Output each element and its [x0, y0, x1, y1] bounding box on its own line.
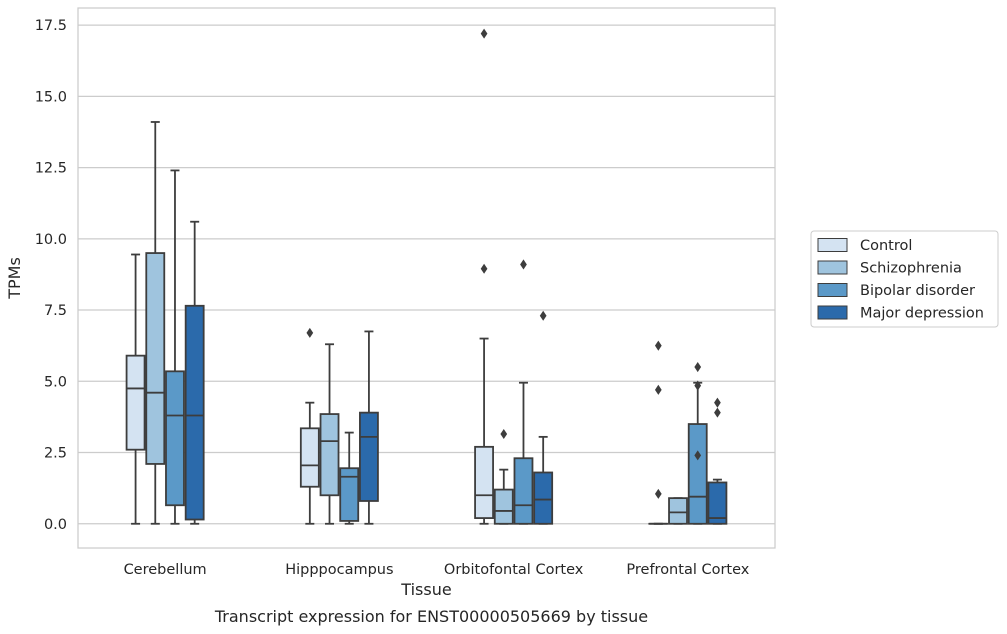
y-tick-label: 2.5 — [44, 446, 67, 462]
legend-swatch — [817, 305, 848, 320]
y-tick-label: 0.0 — [44, 517, 67, 533]
box-major-depression — [359, 330, 379, 525]
y-tick-label: 15.0 — [35, 89, 67, 105]
outlier-point — [694, 380, 702, 391]
box-major-depression — [707, 397, 728, 525]
x-tick-labels: Cerebellum Hipppocampus Orbitofontal Corte… — [124, 562, 750, 578]
legend-swatch — [817, 260, 848, 275]
box-schizophrenia — [319, 343, 340, 525]
box-iqr — [474, 445, 494, 519]
box-iqr — [319, 413, 340, 497]
x-axis-label: Tissue — [400, 580, 451, 599]
outlier-point — [654, 340, 662, 351]
box-iqr — [493, 488, 514, 525]
outlier-point — [500, 428, 508, 440]
y-tick-labels: 0.0 2.5 5.0 7.5 10.0 12.5 15.0 17.5 — [35, 18, 67, 533]
outlier-point — [714, 397, 721, 408]
legend-item: Bipolar disorder — [817, 283, 975, 299]
outlier-point — [694, 450, 702, 461]
box-iqr — [184, 304, 205, 521]
legend-label: Schizophrenia — [860, 261, 962, 277]
outlier-point — [654, 384, 662, 395]
legend-label: Control — [860, 238, 912, 254]
box-bipolar-disorder — [687, 362, 708, 525]
box-iqr — [165, 370, 185, 507]
x-tick-label: Cerebellum — [124, 562, 207, 578]
box-iqr — [299, 427, 320, 488]
outlier-point — [520, 259, 527, 270]
y-tick-label: 7.5 — [44, 303, 67, 319]
outlier-point — [694, 362, 702, 373]
x-tick-label: Orbitofontal Cortex — [444, 562, 584, 578]
legend-swatch — [817, 238, 848, 252]
box-control — [299, 327, 320, 525]
box-iqr — [359, 411, 379, 502]
box-iqr — [339, 467, 360, 522]
box-iqr — [125, 354, 146, 451]
outlier-point — [654, 488, 662, 499]
box-control — [125, 253, 146, 525]
outlier-point — [306, 327, 314, 338]
y-tick-label: 5.0 — [44, 374, 67, 390]
box-schizophrenia — [145, 121, 166, 525]
box-iqr — [668, 497, 688, 525]
legend-item: Control — [817, 238, 912, 254]
y-tick-label: 10.0 — [35, 232, 67, 248]
outlier-point — [714, 407, 721, 418]
box-iqr — [513, 457, 534, 525]
figure-caption: Transcript expression for ENST0000050566… — [214, 607, 648, 626]
legend-label: Bipolar disorder — [860, 283, 975, 299]
legend-items: Control Schizophrenia Bipolar disorder Majo… — [817, 238, 984, 322]
box-major-depression — [533, 310, 554, 525]
legend-swatch — [817, 283, 848, 297]
outlier-point — [480, 263, 488, 274]
legend-item: Major depression — [817, 305, 984, 322]
box-control — [474, 28, 494, 525]
outlier-point — [480, 28, 488, 39]
box-iqr — [687, 423, 708, 525]
box-iqr — [533, 471, 554, 525]
x-tick-label: Prefrontal Cortex — [626, 562, 749, 578]
y-tick-label: 17.5 — [35, 18, 67, 34]
box-bipolar-disorder — [339, 431, 360, 525]
box-series-group — [125, 28, 728, 525]
legend-item: Schizophrenia — [817, 260, 962, 277]
legend: Control Schizophrenia Bipolar disorder Majo… — [810, 230, 999, 328]
legend-label: Major depression — [860, 306, 984, 322]
y-axis-label: TPMs — [5, 257, 24, 300]
box-schizophrenia — [668, 497, 688, 525]
box-major-depression — [184, 220, 205, 525]
box-control — [648, 340, 669, 525]
box-iqr — [145, 252, 166, 465]
legend-frame — [810, 230, 999, 328]
y-tick-label: 12.5 — [35, 161, 67, 177]
x-tick-label: Hipppocampus — [285, 562, 393, 578]
box-bipolar-disorder — [165, 169, 185, 525]
plot-area-frame — [77, 7, 776, 549]
box-schizophrenia — [493, 428, 514, 525]
outlier-point — [539, 310, 547, 321]
box-bipolar-disorder — [513, 259, 534, 525]
box-iqr — [707, 481, 728, 525]
